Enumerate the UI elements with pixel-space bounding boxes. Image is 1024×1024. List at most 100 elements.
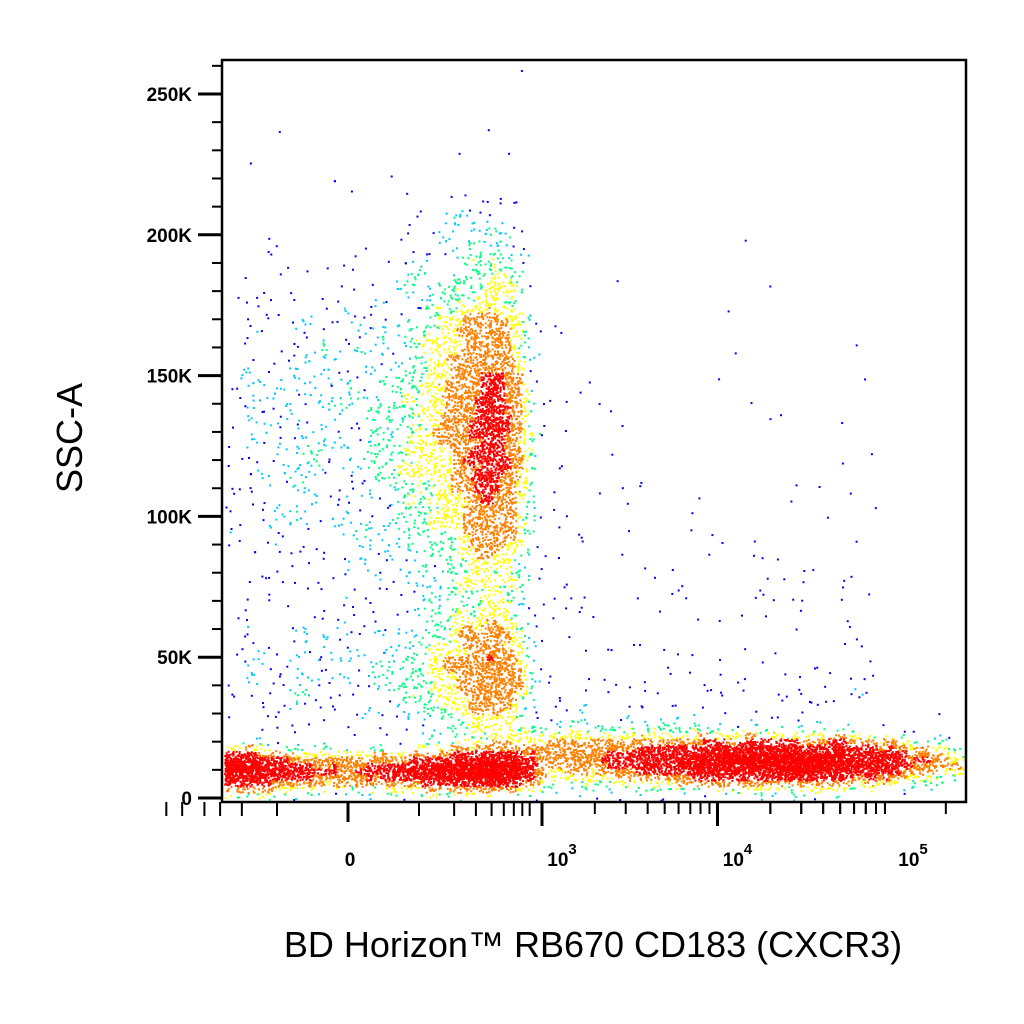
event-dot [255, 774, 257, 777]
event-dot [369, 782, 372, 785]
event-dot [421, 760, 424, 763]
event-dot [469, 752, 472, 755]
event-dot [271, 752, 274, 755]
event-dot [385, 757, 388, 760]
event-dot [453, 784, 456, 787]
event-dot [328, 770, 331, 773]
event-dot [281, 763, 284, 766]
event-dot [252, 790, 255, 793]
event-dot [331, 777, 334, 780]
event-dot [247, 415, 250, 418]
event-dot [267, 756, 270, 759]
event-dot [353, 774, 356, 776]
event-dot [315, 780, 318, 783]
event-dot [359, 779, 362, 782]
event-dot [278, 788, 281, 791]
event-dot [483, 753, 486, 756]
event-dot [497, 766, 500, 769]
event-dot [302, 759, 305, 762]
event-dot [500, 787, 503, 790]
event-dot [506, 776, 508, 779]
event-dot [510, 788, 513, 790]
event-dot [318, 761, 321, 764]
event-dot [435, 762, 438, 765]
event-dot [303, 487, 306, 490]
event-dot [324, 780, 327, 783]
event-dot [355, 785, 358, 788]
event-dot [521, 787, 524, 790]
event-dot [440, 750, 443, 753]
event-dot [369, 759, 372, 762]
event-dot [246, 751, 249, 754]
event-dot [263, 781, 266, 784]
event-dot [279, 757, 282, 760]
event-dot [309, 779, 312, 781]
event-dot [305, 752, 308, 755]
event-dot [455, 756, 458, 758]
event-dot [473, 792, 475, 795]
event-dot [434, 314, 437, 317]
event-dot [231, 777, 234, 780]
event-dot [433, 772, 436, 775]
event-dot [265, 780, 268, 783]
event-dot [452, 790, 455, 793]
event-dot [258, 774, 261, 777]
event-dot [294, 762, 297, 765]
event-dot [345, 777, 348, 780]
event-dot [314, 782, 317, 785]
event-dot [431, 755, 434, 757]
event-dot [310, 780, 313, 783]
event-dot [323, 773, 326, 776]
event-dot [229, 781, 232, 784]
event-dot [439, 768, 442, 771]
event-dot [459, 754, 462, 757]
event-dot [328, 765, 331, 768]
event-dot [324, 778, 327, 781]
event-dot [493, 768, 495, 770]
event-dot [234, 780, 237, 783]
event-dot [460, 774, 463, 776]
event-dot [338, 786, 341, 788]
event-dot [254, 760, 257, 763]
event-dot [321, 780, 324, 783]
event-dot [244, 783, 247, 786]
event-dot [277, 767, 280, 770]
event-dot [313, 771, 316, 774]
event-dot [440, 778, 443, 781]
event-dot [533, 781, 535, 784]
event-dot [350, 772, 353, 775]
event-dot [494, 784, 497, 787]
event-dot [451, 768, 454, 770]
event-dot [359, 768, 362, 771]
event-dot [252, 763, 255, 766]
event-dot [252, 775, 255, 778]
event-dot [463, 782, 466, 785]
event-dot [408, 772, 411, 775]
event-dot [376, 757, 379, 760]
event-dot [247, 765, 249, 768]
event-dot [404, 756, 407, 759]
event-dot [299, 768, 302, 771]
event-dot [313, 786, 316, 789]
event-dot [375, 783, 378, 786]
event-dot [268, 798, 271, 801]
event-dot [449, 781, 452, 784]
event-dot [392, 785, 395, 788]
event-dot [304, 758, 307, 761]
event-dot [357, 774, 360, 776]
event-dot [286, 782, 289, 785]
event-dot [413, 776, 416, 779]
event-dot [317, 759, 320, 762]
event-dot [453, 774, 456, 777]
event-dot [251, 755, 254, 758]
event-dot [433, 774, 436, 777]
event-dot [233, 760, 236, 763]
event-dot [430, 775, 432, 778]
event-dot [537, 780, 539, 783]
event-dot [414, 762, 417, 765]
event-dot [375, 777, 378, 780]
event-dot [470, 762, 472, 765]
event-dot [318, 777, 321, 780]
event-dot [433, 766, 436, 769]
event-dot [296, 445, 299, 448]
